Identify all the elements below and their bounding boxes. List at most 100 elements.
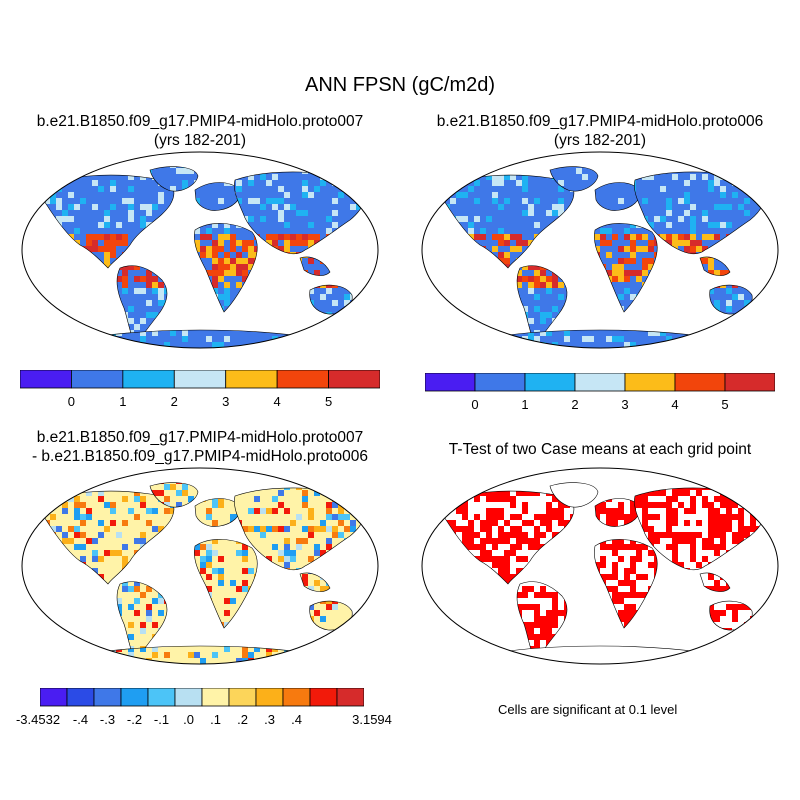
- panel3-title-line2: - b.e21.B1850.f09_g17.PMIP4-midHolo.prot…: [0, 447, 400, 466]
- panel3-title: b.e21.B1850.f09_g17.PMIP4-midHolo.proto0…: [0, 428, 400, 466]
- north-america-coastline: [439, 490, 575, 585]
- southeast-asia-coastline: [699, 256, 731, 276]
- panel3-title-line1: b.e21.B1850.f09_g17.PMIP4-midHolo.proto0…: [0, 428, 400, 447]
- europe-land: [595, 182, 641, 211]
- greenland-coastline: [549, 482, 599, 508]
- colorbar-tick-label: 1: [119, 394, 126, 409]
- map-border: [421, 467, 779, 665]
- map-content: [422, 152, 778, 348]
- colorbar-tick-label: 4: [274, 394, 281, 409]
- colorbar-tick-label: 3.1594: [352, 712, 392, 727]
- colorbar-box: [120, 688, 149, 707]
- southeast-asia-coastline: [299, 572, 331, 592]
- colorbar-tick-label: 5: [325, 394, 332, 409]
- colorbar-box: [276, 370, 329, 389]
- panel2-colorbar: [425, 373, 775, 392]
- panel2-title: b.e21.B1850.f09_g17.PMIP4-midHolo.proto0…: [400, 112, 800, 150]
- colorbar-tick-label: .4: [291, 712, 302, 727]
- africa-coastline: [594, 223, 658, 313]
- colorbar-tick-label: -.4: [73, 712, 88, 727]
- north-america-coastline: [39, 490, 175, 585]
- colorbar-box: [624, 373, 676, 392]
- europe-coastline: [594, 182, 641, 211]
- map-border: [21, 151, 379, 349]
- colorbar-tick-label: .3: [264, 712, 275, 727]
- colorbar-box: [201, 688, 230, 707]
- australia-land: [309, 601, 353, 631]
- southeast-asia-coastline: [299, 256, 331, 276]
- colorbar-box: [474, 373, 526, 392]
- colorbar-box: [93, 688, 122, 707]
- colorbar-box: [228, 688, 257, 707]
- map-content: [22, 152, 378, 348]
- colorbar-tick-label: .2: [237, 712, 248, 727]
- colorbar-box: [336, 688, 364, 707]
- africa-coastline: [194, 539, 258, 629]
- panel2-title-line1: b.e21.B1850.f09_g17.PMIP4-midHolo.proto0…: [400, 112, 800, 131]
- colorbar-box: [122, 370, 175, 389]
- panel4-title-line1: T-Test of two Case means at each grid po…: [400, 440, 800, 459]
- panel1-title-line1: b.e21.B1850.f09_g17.PMIP4-midHolo.proto0…: [0, 112, 400, 131]
- panel3-map: [21, 467, 379, 665]
- colorbar-tick-label: 4: [671, 397, 678, 412]
- north-america-coastline: [439, 174, 575, 269]
- panel1-title-line2: (yrs 182-201): [0, 131, 400, 150]
- australia-land: [709, 285, 753, 315]
- colorbar-tick-label: 0: [68, 394, 75, 409]
- north-america-land: [440, 175, 574, 268]
- colorbar-box: [309, 688, 338, 707]
- colorbar-box: [174, 688, 203, 707]
- africa-coastline: [194, 223, 258, 313]
- colorbar-box: [71, 370, 124, 389]
- greenland-land: [550, 482, 598, 508]
- colorbar-tick-label: 2: [171, 394, 178, 409]
- colorbar-box: [724, 373, 775, 392]
- colorbar-tick-label: -3.4532: [16, 712, 60, 727]
- colorbar-box: [328, 370, 380, 389]
- colorbar-box: [173, 370, 227, 389]
- panel3-colorbar: [40, 688, 364, 707]
- greenland-coastline: [549, 166, 599, 192]
- colorbar-box: [574, 373, 626, 392]
- colorbar-tick-label: 3: [621, 397, 628, 412]
- europe-coastline: [194, 498, 241, 527]
- colorbar-tick-label: 0: [471, 397, 478, 412]
- map-border: [21, 467, 379, 665]
- map-border: [421, 151, 779, 349]
- australia-land: [309, 285, 353, 315]
- colorbar-box: [255, 688, 284, 707]
- colorbar-box: [425, 373, 476, 392]
- significance-note: Cells are significant at 0.1 level: [498, 702, 677, 717]
- colorbar-tick-label: 3: [222, 394, 229, 409]
- europe-coastline: [594, 498, 641, 527]
- panel1-map: [21, 151, 379, 349]
- colorbar-box: [282, 688, 311, 707]
- panel4-title: T-Test of two Case means at each grid po…: [400, 440, 800, 459]
- panel2-map: [421, 151, 779, 349]
- southeast-asia-coastline: [699, 572, 731, 592]
- north-america-coastline: [39, 174, 175, 269]
- colorbar-tick-label: -.1: [154, 712, 169, 727]
- panel1-title: b.e21.B1850.f09_g17.PMIP4-midHolo.proto0…: [0, 112, 400, 150]
- north-america-land: [40, 491, 174, 584]
- panel2-title-line2: (yrs 182-201): [400, 131, 800, 150]
- map-content: [422, 468, 778, 664]
- colorbar-tick-label: -.3: [100, 712, 115, 727]
- main-title: ANN FPSN (gC/m2d): [0, 74, 800, 97]
- colorbar-box: [40, 688, 68, 707]
- panel1-colorbar: [20, 370, 380, 389]
- colorbar-tick-label: -.2: [127, 712, 142, 727]
- africa-coastline: [594, 539, 658, 629]
- colorbar-box: [147, 688, 176, 707]
- greenland-coastline: [149, 482, 199, 508]
- europe-land: [195, 182, 241, 211]
- colorbar-box: [524, 373, 576, 392]
- colorbar-box: [225, 370, 278, 389]
- colorbar-box: [20, 370, 72, 389]
- panel4-map: [421, 467, 779, 665]
- colorbar-tick-label: 2: [571, 397, 578, 412]
- colorbar-tick-label: .1: [210, 712, 221, 727]
- colorbar-box: [674, 373, 726, 392]
- colorbar-tick-label: .0: [183, 712, 194, 727]
- colorbar-box: [66, 688, 95, 707]
